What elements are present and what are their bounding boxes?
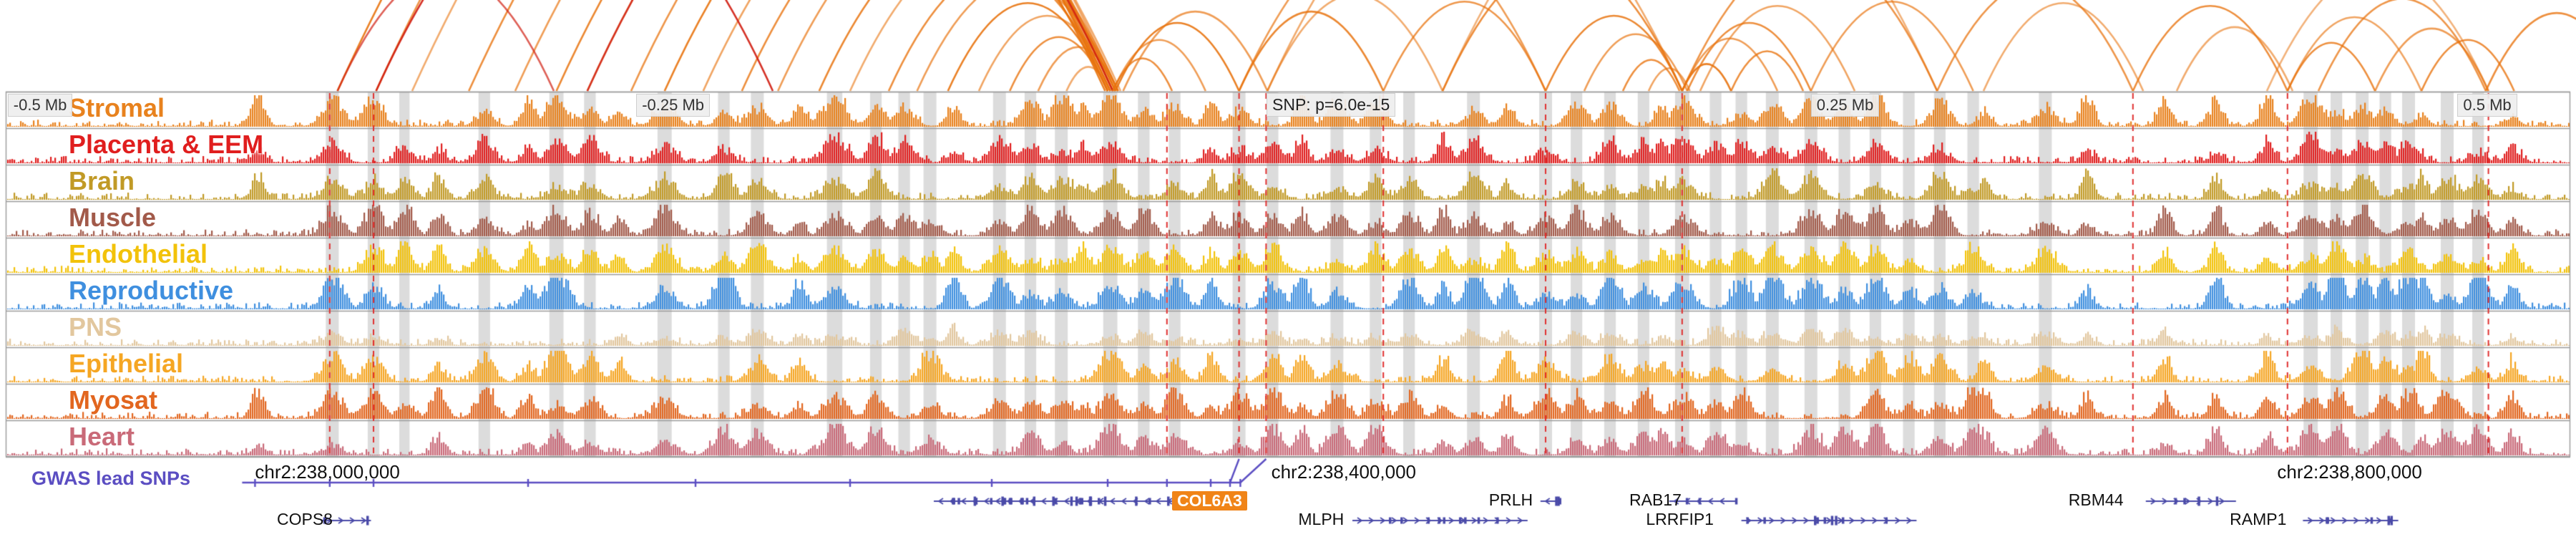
gene-label-col6a3: COL6A3 xyxy=(1172,491,1247,511)
track-label-endothelial: Endothelial xyxy=(69,239,208,268)
track-label-brain: Brain xyxy=(69,166,135,195)
gene-label-rab17: RAB17 xyxy=(1629,490,1682,509)
gene-label-mlph: MLPH xyxy=(1298,510,1345,528)
scale-label-0-25-mb: 0.25 Mb xyxy=(1810,94,1880,117)
track-label-stromal: Stromal xyxy=(69,93,165,122)
coordinate-label-chr2-238-000-000: chr2:238,000,000 xyxy=(255,461,400,483)
gene-label-rbm44: RBM44 xyxy=(2068,490,2124,509)
track-label-epithelial: Epithelial xyxy=(69,349,184,378)
gwas-lead-snps-label: GWAS lead SNPs xyxy=(31,468,191,489)
gene-label-cops8: COPS8 xyxy=(277,510,333,528)
scale-label-0-25-mb: -0.25 Mb xyxy=(636,94,711,117)
gene-label-lrrfip1: LRRFIP1 xyxy=(1646,510,1714,528)
track-label-heart: Heart xyxy=(69,422,135,451)
scale-label-0-5-mb: 0.5 Mb xyxy=(2457,94,2517,117)
snp-pvalue-label: SNP: p=6.0e-15 xyxy=(1267,93,1396,117)
track-label-muscle: Muscle xyxy=(69,203,157,232)
scale-label-0-5-mb: -0.5 Mb xyxy=(7,94,73,117)
track-label-reproductive: Reproductive xyxy=(69,276,234,305)
coordinate-label-chr2-238-800-000: chr2:238,800,000 xyxy=(2277,461,2422,483)
coordinate-label-chr2-238-400-000: chr2:238,400,000 xyxy=(1271,461,1416,483)
gene-label-prlh: PRLH xyxy=(1488,490,1533,509)
track-label-pns: PNS xyxy=(69,312,122,342)
track-label-myosat: Myosat xyxy=(69,385,158,415)
gene-label-ramp1: RAMP1 xyxy=(2230,510,2287,528)
track-label-placenta-eem: Placenta & EEM xyxy=(69,130,264,159)
